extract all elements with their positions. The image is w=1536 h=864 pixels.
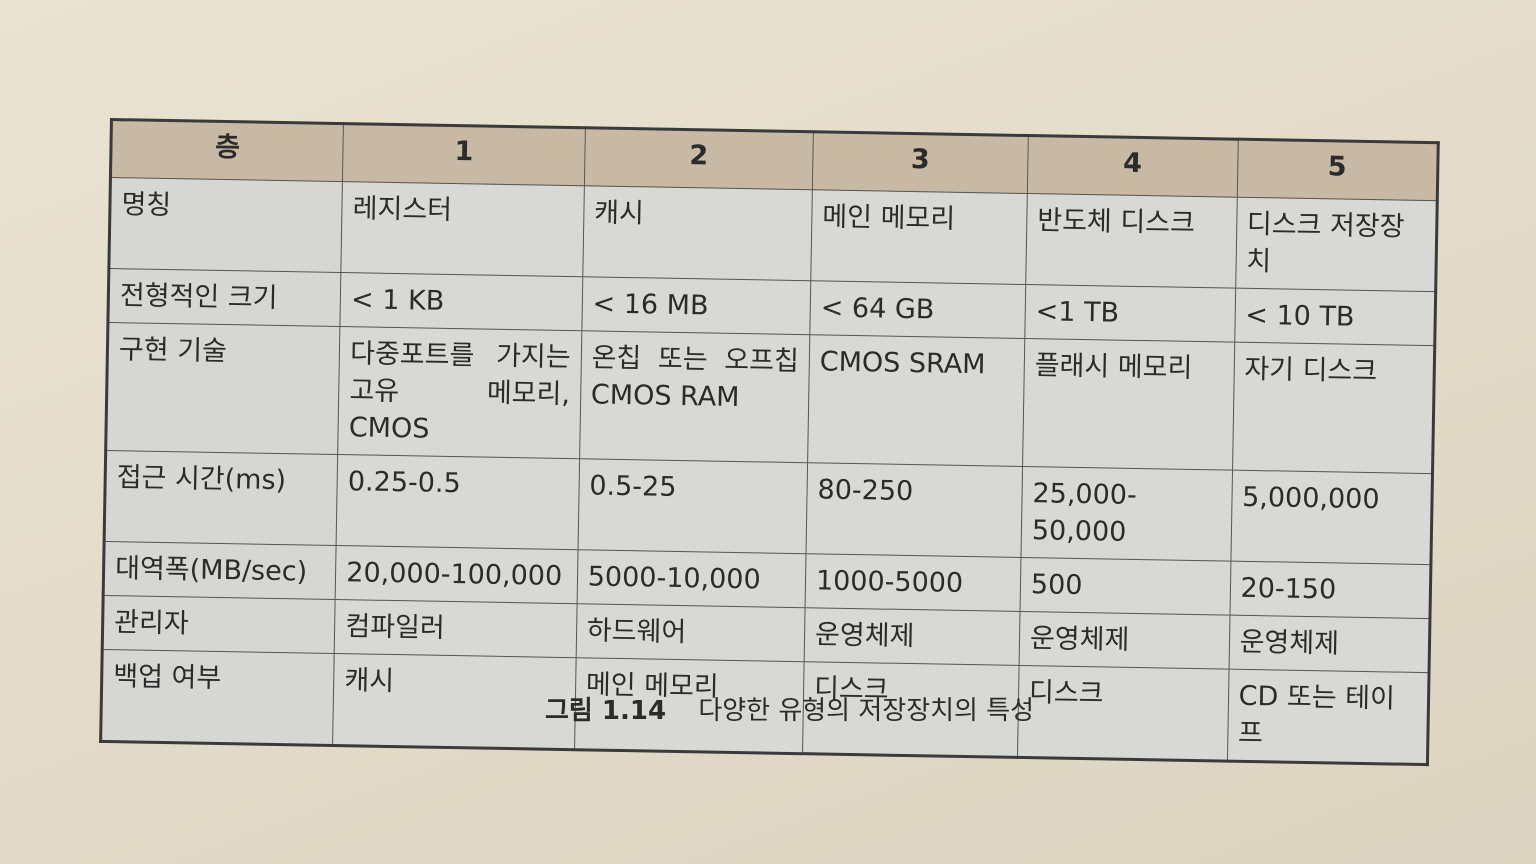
table-cell: 다중포트를 가지는 고유 메모리, CMOS — [337, 326, 582, 459]
table-cell: 25,000-50,000 — [1020, 466, 1233, 562]
table-cell: 온칩 또는 오프칩 CMOS RAM — [579, 330, 810, 463]
table-cell: 20,000-100,000 — [335, 545, 578, 604]
row-label: 전형적인 크기 — [107, 268, 342, 327]
table-cell: 레지스터 — [341, 181, 585, 277]
storage-characteristics-table: 층 1 2 3 4 5 명칭 레지스터 캐시 메인 메모리 반도체 디스크 디스… — [99, 118, 1440, 767]
table-cell: 운영체제 — [1228, 615, 1430, 673]
table-cell: 메인 메모리 — [810, 189, 1028, 285]
storage-characteristics-table-container: 층 1 2 3 4 5 명칭 레지스터 캐시 메인 메모리 반도체 디스크 디스… — [99, 118, 1440, 767]
header-cell-2: 2 — [584, 127, 814, 190]
table-cell: < 1 KB — [340, 272, 583, 331]
table-cell: 캐시 — [582, 185, 813, 281]
table-cell: < 64 GB — [809, 280, 1026, 339]
figure-caption-text: 다양한 유형의 저장장치의 특성 — [698, 696, 1035, 726]
table-cell: 80-250 — [805, 462, 1023, 558]
row-label: 대역폭(MB/sec) — [103, 541, 337, 600]
table-row-implementation: 구현 기술 다중포트를 가지는 고유 메모리, CMOS 온칩 또는 오프칩 C… — [105, 322, 1435, 474]
table-cell: 운영체제 — [1019, 611, 1230, 670]
row-label: 관리자 — [102, 595, 336, 654]
header-cell-4: 4 — [1027, 135, 1238, 198]
header-cell-3: 3 — [812, 131, 1029, 194]
table-cell: 운영체제 — [804, 607, 1020, 666]
table-cell: 자기 디스크 — [1232, 342, 1435, 474]
table-cell: 디스크 — [1017, 665, 1229, 762]
figure-caption: 그림 1.14 다양한 유형의 저장장치의 특성 — [545, 690, 1034, 727]
table-cell: 하드웨어 — [575, 603, 806, 662]
table-cell: 컴파일러 — [334, 599, 577, 658]
table-cell: CMOS SRAM — [807, 334, 1025, 467]
table-cell: 반도체 디스크 — [1025, 193, 1237, 289]
row-label: 구현 기술 — [105, 322, 341, 455]
header-cell-1: 1 — [342, 123, 586, 186]
table-cell: 5,000,000 — [1230, 470, 1433, 565]
row-label: 접근 시간(ms) — [104, 450, 338, 546]
header-cell-5: 5 — [1236, 139, 1439, 201]
row-label: 명칭 — [108, 177, 343, 273]
table-cell: CD 또는 테이프 — [1227, 669, 1430, 765]
table-cell: 0.25-0.5 — [336, 454, 580, 550]
table-cell: < 10 TB — [1234, 288, 1436, 346]
table-cell: 500 — [1019, 557, 1231, 616]
table-cell: <1 TB — [1024, 284, 1236, 343]
table-cell: 0.5-25 — [577, 458, 808, 554]
table-cell: 1000-5000 — [805, 553, 1021, 612]
table-cell: 디스크 저장장치 — [1235, 197, 1438, 292]
row-label: 백업 여부 — [100, 649, 335, 746]
header-cell-layer: 층 — [110, 119, 344, 182]
table-cell: 5000-10,000 — [576, 549, 806, 608]
table-cell: 플래시 메모리 — [1022, 338, 1235, 471]
figure-number: 그림 1.14 — [545, 696, 667, 726]
table-cell: 20-150 — [1229, 561, 1431, 619]
table-cell: < 16 MB — [581, 276, 811, 335]
table-cell: 캐시 — [332, 653, 576, 750]
